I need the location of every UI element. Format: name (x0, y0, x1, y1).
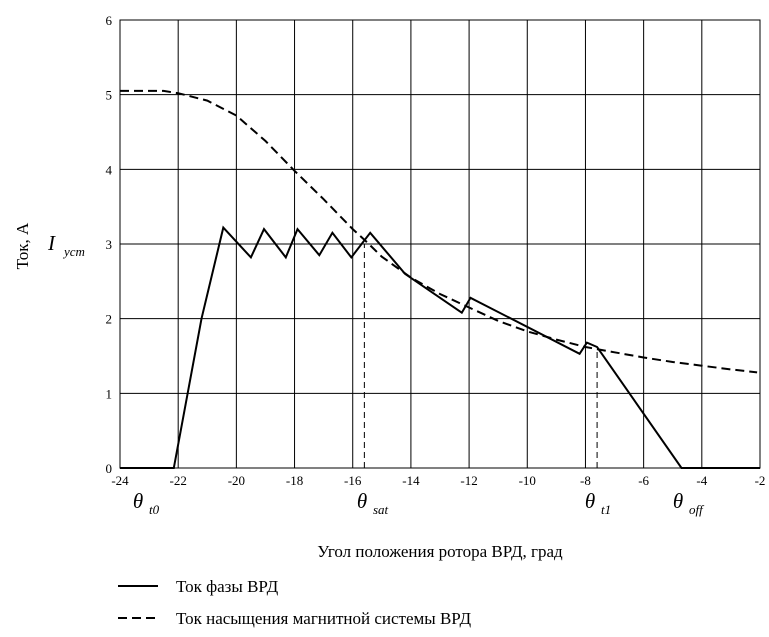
x-axis-label: Угол положения ротора ВРД, град (317, 542, 563, 561)
theta-off-symbol: θ (673, 489, 683, 513)
y-tick-label: 4 (106, 162, 113, 177)
x-tick-label: -18 (286, 473, 303, 488)
theta-t1-subscript: t1 (601, 502, 611, 517)
y-axis-label: Ток, А (13, 222, 32, 269)
theta-off-subscript: off (689, 502, 705, 517)
y-tick-label: 1 (106, 386, 113, 401)
y-tick-label: 5 (106, 88, 113, 103)
x-tick-label: -8 (580, 473, 591, 488)
i-steady-symbol: I (47, 231, 56, 255)
x-tick-label: -2 (755, 473, 766, 488)
series-line-phase-current (120, 225, 760, 469)
x-tick-label: -22 (170, 473, 187, 488)
x-tick-label: -24 (111, 473, 129, 488)
theta-annotations: θ t0 θ sat θ t1 θ off (133, 489, 705, 517)
y-tick-label: 6 (106, 13, 113, 28)
theta-sat-symbol: θ (357, 489, 367, 513)
x-tick-label: -12 (460, 473, 477, 488)
reference-lines (120, 243, 598, 468)
y-tick-label: 0 (106, 461, 113, 476)
x-tick-label: -6 (638, 473, 649, 488)
x-tick-label: -14 (402, 473, 420, 488)
x-tick-label: -10 (519, 473, 536, 488)
series-line-saturation-current (120, 89, 758, 374)
theta-sat-subscript: sat (373, 502, 389, 517)
y-tick-label: 3 (106, 237, 113, 252)
theta-t0-symbol: θ (133, 489, 143, 513)
x-tick-label: -16 (344, 473, 362, 488)
plot-frame (119, 19, 761, 469)
x-tick-label: -4 (696, 473, 707, 488)
series-layer (120, 89, 760, 469)
theta-off-annotation: θ off (673, 489, 705, 517)
theta-t1-annotation: θ t1 (585, 489, 611, 517)
theta-t0-annotation: θ t0 (133, 489, 160, 517)
x-tick-label: -20 (228, 473, 245, 488)
y-tick-label: 2 (106, 312, 113, 327)
legend: Ток фазы ВРД Ток насыщения магнитной сист… (118, 577, 471, 628)
theta-t1-symbol: θ (585, 489, 595, 513)
theta-t0-subscript: t0 (149, 502, 160, 517)
i-steady-subscript: уст (62, 244, 85, 259)
legend-label: Ток насыщения магнитной системы ВРД (176, 609, 471, 628)
legend-label: Ток фазы ВРД (176, 577, 279, 596)
theta-sat-annotation: θ sat (357, 489, 389, 517)
